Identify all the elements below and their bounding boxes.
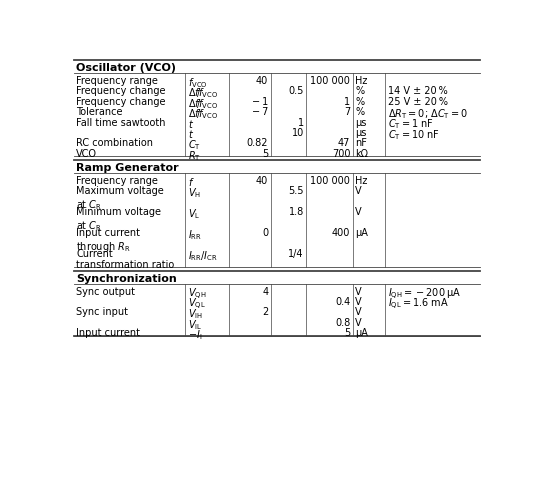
Text: 10: 10 [292,128,304,138]
Text: $f$: $f$ [187,176,194,188]
Text: V: V [355,317,362,327]
Text: Frequency range: Frequency range [76,76,158,86]
Text: Tolerance: Tolerance [76,107,123,117]
Text: Minimum voltage
at $C_{\mathrm{R}}$: Minimum voltage at $C_{\mathrm{R}}$ [76,207,161,233]
Text: Hz: Hz [355,176,367,186]
Text: Sync input: Sync input [76,307,128,317]
Text: Input current
through $R_{\mathrm{R}}$: Input current through $R_{\mathrm{R}}$ [76,227,140,254]
Text: $I_{\mathrm{RR}}$/$I_{\mathrm{CR}}$: $I_{\mathrm{RR}}$/$I_{\mathrm{CR}}$ [187,248,218,262]
Text: $V_{\mathrm{QH}}$: $V_{\mathrm{QH}}$ [187,286,206,301]
Text: $I_{\mathrm{QH}} = -200$ μA: $I_{\mathrm{QH}} = -200$ μA [388,286,461,301]
Text: $I_{\mathrm{RR}}$: $I_{\mathrm{RR}}$ [187,227,201,242]
Text: $t$: $t$ [187,128,194,140]
Text: 5: 5 [344,327,350,338]
Text: − 7: − 7 [252,107,268,117]
Text: RC combination: RC combination [76,138,153,148]
Text: $\Delta R_{\mathrm{T}} = 0$; $\Delta C_{\mathrm{T}} = 0$: $\Delta R_{\mathrm{T}} = 0$; $\Delta C_{… [388,107,468,121]
Text: 0.5: 0.5 [288,86,304,96]
Text: VCO: VCO [76,148,97,159]
Text: 40: 40 [256,176,268,186]
Text: μs: μs [355,128,367,138]
Text: 100 000: 100 000 [310,176,350,186]
Text: 400: 400 [332,227,350,238]
Text: 1/4: 1/4 [288,248,304,258]
Text: $C_{\mathrm{T}} = 10$ nF: $C_{\mathrm{T}} = 10$ nF [388,128,440,142]
Text: $\Delta f\!/\!f_{\mathrm{VCO}}$: $\Delta f\!/\!f_{\mathrm{VCO}}$ [187,86,218,100]
Text: μs: μs [355,117,367,127]
Text: $f_{\mathrm{VCO}}$: $f_{\mathrm{VCO}}$ [187,76,207,90]
Text: − 1: − 1 [252,97,268,106]
Text: $C_{\mathrm{T}} = 1$ nF: $C_{\mathrm{T}} = 1$ nF [388,117,433,131]
Text: $V_{\mathrm{IH}}$: $V_{\mathrm{IH}}$ [187,307,202,321]
Text: Oscillator (VCO): Oscillator (VCO) [76,63,176,73]
Text: Frequency range: Frequency range [76,176,158,186]
Text: 100 000: 100 000 [310,76,350,86]
Text: 0.82: 0.82 [247,138,268,148]
Text: 0.8: 0.8 [335,317,350,327]
Text: Input current: Input current [76,327,140,338]
Text: $V_{\mathrm{QL}}$: $V_{\mathrm{QL}}$ [187,296,205,311]
Text: Maximum voltage
at $C_{\mathrm{R}}$: Maximum voltage at $C_{\mathrm{R}}$ [76,186,164,212]
Text: Ramp Generator: Ramp Generator [76,163,179,173]
Text: 7: 7 [344,107,350,117]
Text: $V_{\mathrm{IL}}$: $V_{\mathrm{IL}}$ [187,317,202,331]
Text: 5.5: 5.5 [288,186,304,196]
Text: %: % [355,86,364,96]
Text: 1.8: 1.8 [288,207,304,217]
Text: V: V [355,307,362,317]
Text: $V_{\mathrm{H}}$: $V_{\mathrm{H}}$ [187,186,201,200]
Text: 700: 700 [332,148,350,159]
Text: $\Delta f\!/\!f_{\mathrm{VCO}}$: $\Delta f\!/\!f_{\mathrm{VCO}}$ [187,107,218,121]
Text: V: V [355,186,362,196]
Text: $V_{\mathrm{L}}$: $V_{\mathrm{L}}$ [187,207,200,221]
Text: %: % [355,97,364,106]
Text: V: V [355,286,362,296]
Text: 1: 1 [298,117,304,127]
Text: Frequency change: Frequency change [76,86,166,96]
Text: Fall time sawtooth: Fall time sawtooth [76,117,166,127]
Text: 14 V ± 20 %: 14 V ± 20 % [388,86,447,96]
Text: 0.4: 0.4 [335,296,350,306]
Text: 4: 4 [262,286,268,296]
Text: 5: 5 [262,148,268,159]
Text: 47: 47 [338,138,350,148]
Text: $I_{\mathrm{QL}} = 1.6$ mA: $I_{\mathrm{QL}} = 1.6$ mA [388,296,449,311]
Text: $t$: $t$ [187,117,194,129]
Text: V: V [355,207,362,217]
Text: 2: 2 [262,307,268,317]
Text: %: % [355,107,364,117]
Text: 40: 40 [256,76,268,86]
Text: $\Delta f\!/\!f_{\mathrm{VCO}}$: $\Delta f\!/\!f_{\mathrm{VCO}}$ [187,97,218,110]
Text: Frequency change: Frequency change [76,97,166,106]
Text: Synchronization: Synchronization [76,273,177,283]
Text: μA: μA [355,227,368,238]
Text: nF: nF [355,138,367,148]
Text: $R_{\mathrm{T}}$: $R_{\mathrm{T}}$ [187,148,200,162]
Text: kΩ: kΩ [355,148,368,159]
Text: Hz: Hz [355,76,367,86]
Text: μA: μA [355,327,368,338]
Text: 1: 1 [345,97,350,106]
Text: $C_{\mathrm{T}}$: $C_{\mathrm{T}}$ [187,138,200,152]
Text: 0: 0 [262,227,268,238]
Text: Current
transformation ratio: Current transformation ratio [76,248,174,270]
Text: Sync output: Sync output [76,286,135,296]
Text: 25 V ± 20 %: 25 V ± 20 % [388,97,448,106]
Text: V: V [355,296,362,306]
Text: $-I_{\mathrm{I}}$: $-I_{\mathrm{I}}$ [187,327,202,341]
